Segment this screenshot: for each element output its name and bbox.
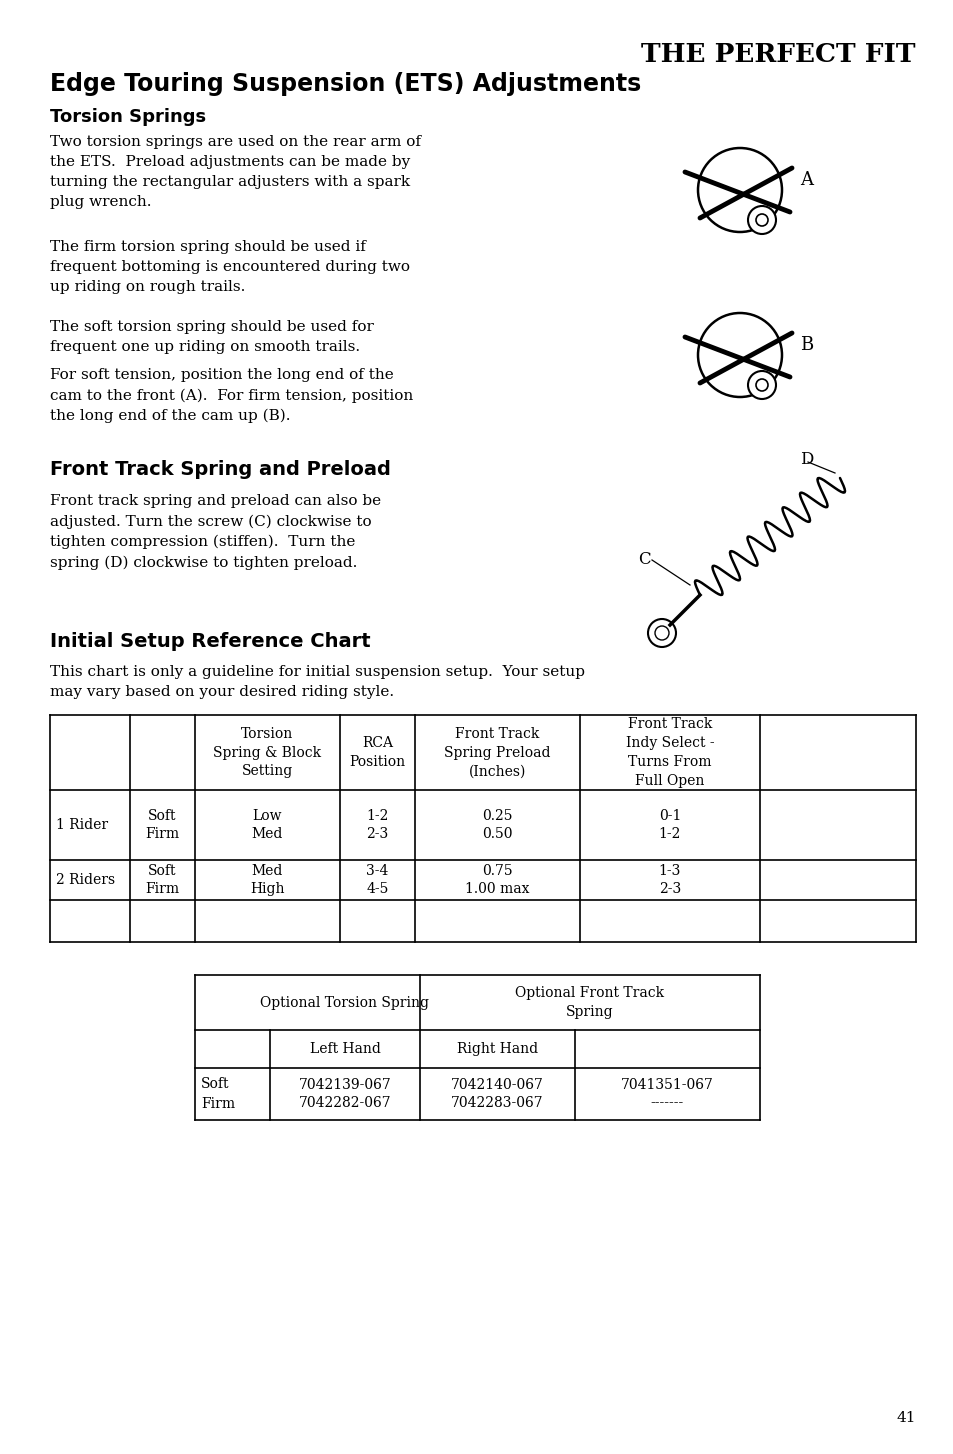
- Text: Right Hand: Right Hand: [456, 1043, 537, 1056]
- Text: THE PERFECT FIT: THE PERFECT FIT: [640, 42, 915, 67]
- Text: RCA
Position: RCA Position: [349, 736, 405, 769]
- Text: Torsion Springs: Torsion Springs: [50, 108, 206, 126]
- Text: Torsion
Spring & Block
Setting: Torsion Spring & Block Setting: [213, 727, 321, 778]
- Text: 3-4
4-5: 3-4 4-5: [366, 864, 388, 897]
- Text: 0.25
0.50: 0.25 0.50: [482, 808, 512, 842]
- Text: 2 Riders: 2 Riders: [56, 872, 115, 887]
- Text: 7042139-067
7042282-067: 7042139-067 7042282-067: [298, 1077, 391, 1111]
- Text: Edge Touring Suspension (ETS) Adjustments: Edge Touring Suspension (ETS) Adjustment…: [50, 73, 640, 96]
- Text: C: C: [638, 551, 650, 569]
- Text: 0.75
1.00 max: 0.75 1.00 max: [465, 864, 529, 897]
- Text: B: B: [800, 336, 812, 353]
- Text: A: A: [800, 172, 812, 189]
- Text: Front Track
Spring Preload
(Inches): Front Track Spring Preload (Inches): [444, 727, 550, 778]
- Text: Med
High: Med High: [250, 864, 284, 897]
- Text: Front Track Spring and Preload: Front Track Spring and Preload: [50, 459, 391, 478]
- Text: 1-3
2-3: 1-3 2-3: [659, 864, 680, 897]
- Text: Optional Torsion Spring: Optional Torsion Spring: [260, 996, 429, 1009]
- Text: This chart is only a guideline for initial suspension setup.  Your setup
may var: This chart is only a guideline for initi…: [50, 664, 584, 699]
- Text: For soft tension, position the long end of the
cam to the front (A).  For firm t: For soft tension, position the long end …: [50, 368, 413, 423]
- Text: Two torsion springs are used on the rear arm of
the ETS.  Preload adjustments ca: Two torsion springs are used on the rear…: [50, 135, 420, 209]
- Text: 7042140-067
7042283-067: 7042140-067 7042283-067: [451, 1077, 543, 1111]
- Text: The soft torsion spring should be used for
frequent one up riding on smooth trai: The soft torsion spring should be used f…: [50, 320, 374, 355]
- Text: Front Track
Indy Select -
Turns From
Full Open: Front Track Indy Select - Turns From Ful…: [625, 717, 714, 788]
- Text: Initial Setup Reference Chart: Initial Setup Reference Chart: [50, 632, 370, 651]
- Circle shape: [747, 371, 775, 398]
- Text: 1-2
2-3: 1-2 2-3: [366, 808, 388, 842]
- Text: Soft
Firm: Soft Firm: [201, 1077, 234, 1111]
- Text: 41: 41: [896, 1410, 915, 1425]
- Circle shape: [747, 206, 775, 234]
- Text: 7041351-067
-------: 7041351-067 -------: [620, 1077, 713, 1111]
- Text: Soft
Firm: Soft Firm: [145, 808, 179, 842]
- Text: Low
Med: Low Med: [252, 808, 283, 842]
- Text: The firm torsion spring should be used if
frequent bottoming is encountered duri: The firm torsion spring should be used i…: [50, 240, 410, 294]
- Text: 1 Rider: 1 Rider: [56, 819, 108, 832]
- Text: Left Hand: Left Hand: [309, 1043, 380, 1056]
- Text: D: D: [800, 452, 813, 468]
- Text: Soft
Firm: Soft Firm: [145, 864, 179, 897]
- Text: 0-1
1-2: 0-1 1-2: [659, 808, 680, 842]
- Text: Front track spring and preload can also be
adjusted. Turn the screw (C) clockwis: Front track spring and preload can also …: [50, 494, 381, 570]
- Text: Optional Front Track
Spring: Optional Front Track Spring: [515, 986, 664, 1019]
